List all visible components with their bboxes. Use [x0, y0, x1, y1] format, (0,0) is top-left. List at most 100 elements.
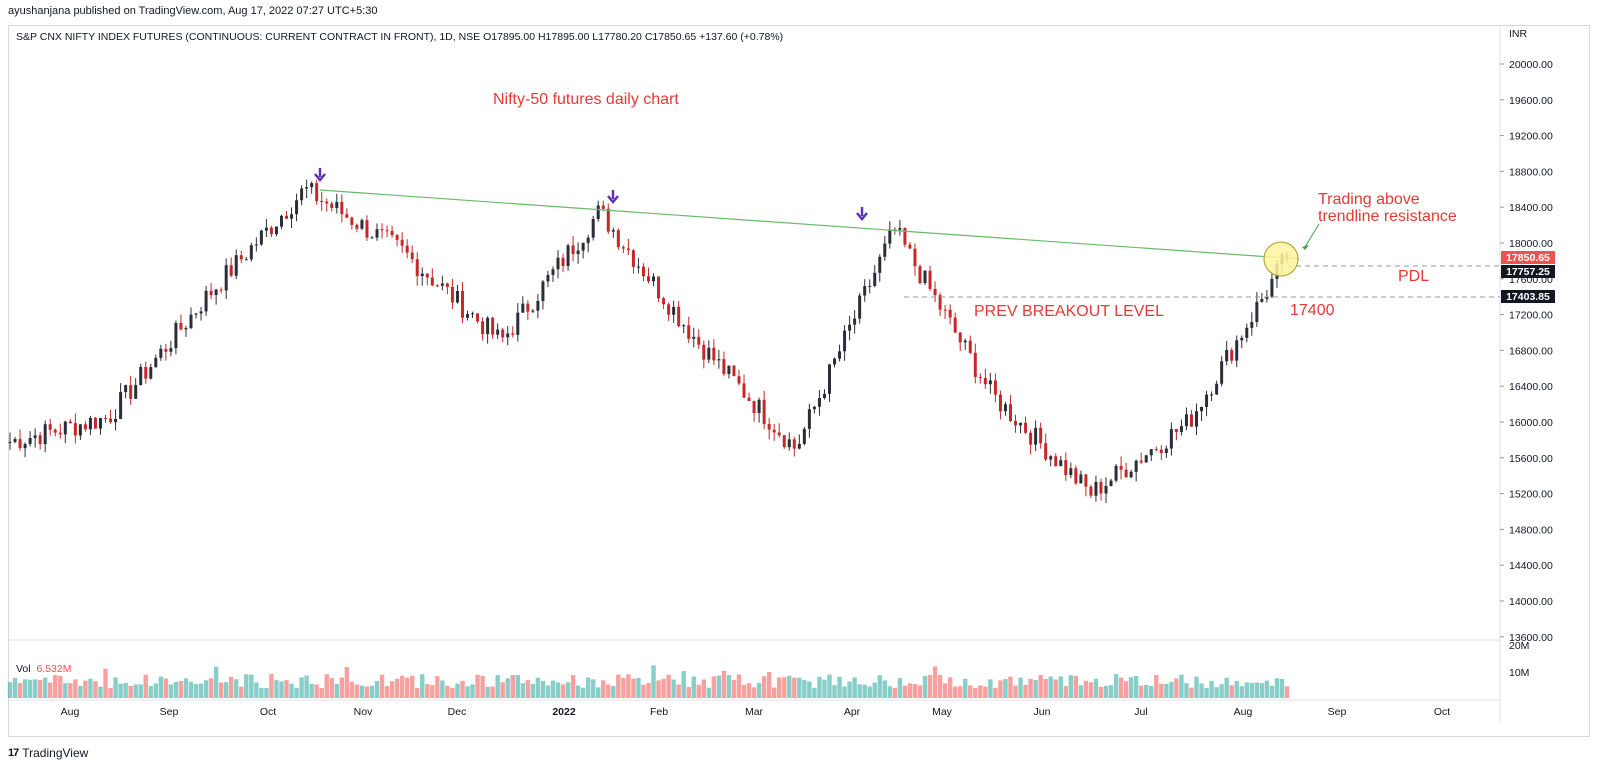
volume-bar — [782, 677, 787, 698]
candle-body — [330, 203, 334, 208]
candle-body — [114, 418, 118, 423]
chart-frame[interactable] — [8, 25, 1590, 737]
candle-body — [310, 183, 314, 188]
candle-body — [672, 306, 676, 315]
candle-body — [581, 242, 585, 251]
volume-bar — [862, 684, 867, 698]
candle-body — [802, 428, 806, 444]
volume-bar — [585, 677, 591, 698]
candle-body — [1019, 422, 1023, 426]
candle-body — [1174, 429, 1178, 433]
candle-body — [868, 285, 872, 287]
candle-body — [1179, 426, 1183, 433]
price-tick-label: 18800.00 — [1509, 166, 1553, 178]
candle-body — [787, 439, 791, 448]
volume-bar — [963, 678, 968, 698]
volume-bar — [1214, 687, 1219, 698]
candle-body — [652, 276, 656, 282]
candle-body — [1094, 481, 1098, 496]
volume-bar — [7, 682, 13, 698]
volume-bar — [787, 675, 792, 698]
volume-bar — [1008, 676, 1013, 698]
volume-bar — [113, 677, 118, 698]
volume-bar — [88, 678, 93, 698]
volume-bar — [78, 685, 83, 698]
volume-bar — [550, 680, 556, 698]
volume-bar — [696, 684, 701, 698]
candle-body — [455, 291, 459, 303]
candle-body — [471, 313, 475, 315]
trendline-resistance[interactable] — [319, 189, 1300, 260]
tradingview-footer[interactable]: 17 TradingView — [8, 746, 88, 760]
candle-body — [88, 417, 92, 430]
candle-body — [616, 230, 620, 248]
volume-bar — [1068, 675, 1074, 698]
candle-body — [1074, 468, 1078, 484]
candle-body — [209, 290, 213, 296]
candle-body — [476, 313, 480, 322]
candle-body — [169, 348, 173, 352]
candle-body — [420, 273, 424, 277]
candle-body — [822, 393, 826, 399]
volume-bar — [259, 687, 264, 698]
volume-bar — [827, 674, 832, 698]
pdl-annotation: PDL — [1398, 268, 1429, 285]
candle-body — [918, 266, 922, 284]
volume-bar — [1244, 682, 1249, 698]
volume-bar — [304, 675, 309, 698]
volume-bar — [932, 666, 938, 698]
candle-body — [546, 275, 550, 282]
time-tick-label: 2022 — [552, 706, 576, 718]
candle-body — [305, 187, 309, 189]
price-axis[interactable]: 20000.00 19600.00 19200.00 18800.00 18400.00… — [1500, 59, 1553, 644]
volume-bar — [178, 681, 184, 698]
candle-body — [1215, 383, 1219, 395]
volume-bar — [279, 681, 284, 698]
candle-body — [48, 424, 52, 430]
candle-body — [521, 303, 525, 313]
volume-bar — [1239, 686, 1244, 698]
candle-body — [104, 418, 108, 420]
candle-body — [1024, 422, 1028, 433]
volume-bar — [626, 674, 631, 698]
highlight-circle[interactable] — [1263, 241, 1299, 277]
volume-bar — [294, 687, 299, 698]
candle-body — [923, 270, 927, 284]
volume-bar — [1139, 685, 1144, 698]
volume-tick-label: 10M — [1509, 667, 1529, 679]
candle-body — [516, 312, 520, 335]
volume-bar — [611, 686, 616, 698]
price-tick-label: 19200.00 — [1509, 131, 1553, 143]
volume-bar — [1169, 681, 1174, 698]
volume-bar — [445, 685, 450, 698]
volume-bar — [947, 677, 953, 698]
volume-bar — [485, 686, 490, 698]
candle-body — [425, 273, 429, 278]
volume-bar — [676, 684, 681, 698]
volume-bar — [1249, 682, 1255, 698]
candle-body — [269, 227, 273, 235]
volume-bar — [1154, 674, 1159, 698]
time-axis[interactable]: Aug Sep Oct Nov Dec 2022 Feb Mar Apr May Jun Jul Aug… — [61, 706, 1451, 718]
candle-body — [647, 276, 650, 282]
volume-bar — [1098, 686, 1104, 698]
volume-bar — [1279, 678, 1285, 698]
candle-body — [78, 424, 82, 436]
volume-bar — [646, 683, 651, 698]
breakout-value-annotation: 17400 — [1290, 302, 1335, 319]
volume-bar — [761, 676, 767, 698]
candle-body — [249, 245, 253, 260]
volume-bar — [998, 680, 1003, 698]
volume-bar — [234, 679, 239, 698]
volume-bar — [540, 680, 546, 698]
candle-body — [1139, 460, 1143, 463]
volume-bar — [792, 677, 797, 698]
volume-bar — [500, 682, 505, 698]
candle-body — [903, 227, 907, 245]
chart-title-annotation: Nifty-50 futures daily chart — [493, 91, 679, 108]
candle-body — [812, 406, 816, 410]
time-tick-label: Mar — [745, 706, 764, 718]
candle-body — [767, 423, 771, 430]
candle-body — [1089, 486, 1093, 496]
